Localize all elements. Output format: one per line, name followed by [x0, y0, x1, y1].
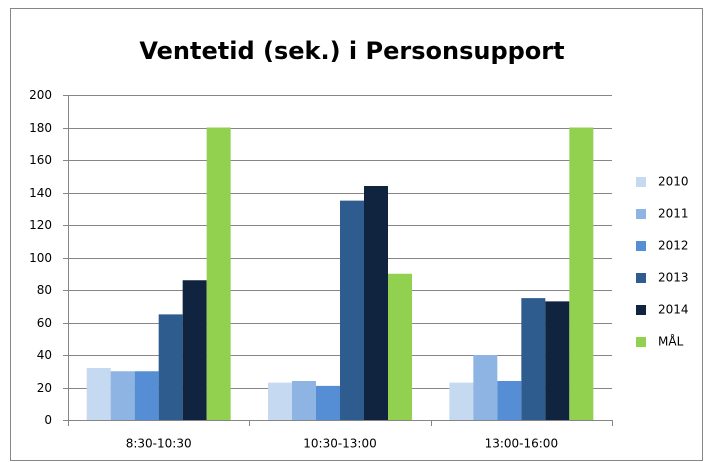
- legend-swatch: [636, 305, 646, 315]
- y-tick-label: 180: [29, 121, 52, 135]
- y-tick-label: 60: [37, 316, 52, 330]
- bar: [388, 273, 412, 420]
- bar: [545, 301, 570, 420]
- legend-swatch: [636, 209, 646, 219]
- bar: [340, 200, 364, 420]
- legend-swatch: [636, 177, 646, 187]
- legend-swatch: [636, 337, 646, 347]
- legend-label: 2011: [658, 207, 689, 221]
- legend-label: 2013: [658, 271, 689, 285]
- bar: [497, 381, 522, 420]
- bar: [158, 314, 183, 420]
- y-tick-label: 140: [29, 186, 52, 200]
- legend-label: 2014: [658, 303, 689, 317]
- bar: [182, 280, 207, 420]
- legend-label: 2012: [658, 239, 689, 253]
- y-tick-label: 160: [29, 153, 52, 167]
- y-tick-label: 80: [37, 283, 52, 297]
- bar: [134, 371, 159, 420]
- y-tick-label: 40: [37, 348, 52, 362]
- bar: [473, 355, 498, 420]
- bar: [110, 371, 135, 420]
- bar: [364, 186, 388, 420]
- y-tick-label: 100: [29, 251, 52, 265]
- legend-label: MÅL: [658, 334, 684, 349]
- y-tick-label: 20: [37, 381, 52, 395]
- bar: [206, 127, 231, 420]
- y-tick-label: 200: [29, 88, 52, 102]
- y-tick-label: 0: [44, 413, 52, 427]
- bar: [316, 385, 340, 420]
- bar: [86, 368, 111, 420]
- legend-label: 2010: [658, 175, 689, 189]
- x-tick-label: 8:30-10:30: [126, 437, 192, 451]
- bar: [292, 381, 316, 420]
- legend-swatch: [636, 273, 646, 283]
- bar: [268, 382, 292, 420]
- bar: [569, 127, 594, 420]
- y-tick-label: 120: [29, 218, 52, 232]
- bar: [521, 298, 546, 420]
- chart-title: Ventetid (sek.) i Personsupport: [139, 37, 564, 65]
- x-tick-label: 13:00-16:00: [485, 437, 559, 451]
- bar: [449, 382, 474, 420]
- legend-swatch: [636, 241, 646, 251]
- x-tick-label: 10:30-13:00: [303, 437, 377, 451]
